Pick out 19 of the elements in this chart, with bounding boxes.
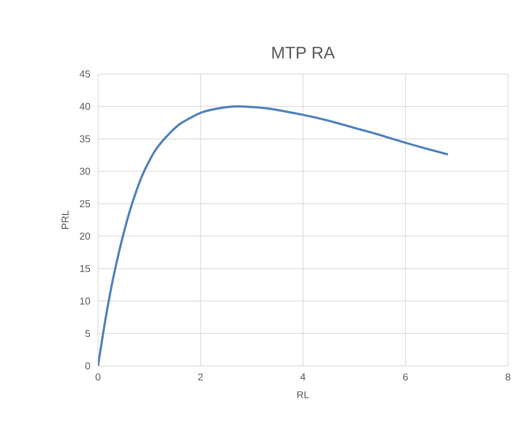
y-axis-title: PRL (62, 210, 69, 229)
y-tick-label: 30 (80, 168, 90, 175)
x-tick-label: 4 (300, 373, 306, 380)
x-axis-title: RL (297, 391, 309, 398)
line-series (98, 105, 450, 366)
y-tick-label: 0 (85, 362, 90, 370)
y-tick-label: 25 (80, 200, 90, 208)
y-tick-label: 45 (80, 70, 90, 78)
y-tick-label: 20 (80, 232, 90, 240)
y-tick-label: 10 (80, 298, 90, 305)
x-tick-label: 8 (506, 373, 510, 381)
x-tick-label: 6 (403, 373, 408, 381)
y-tick-label: 5 (85, 330, 90, 337)
y-tick-label: 40 (80, 102, 90, 110)
chart-title: MTP RA (272, 46, 335, 59)
x-tick-label: 2 (198, 373, 203, 380)
x-tick-label: 0 (96, 373, 100, 381)
y-tick-label: 15 (80, 265, 90, 272)
y-tick-label: 35 (80, 135, 90, 142)
